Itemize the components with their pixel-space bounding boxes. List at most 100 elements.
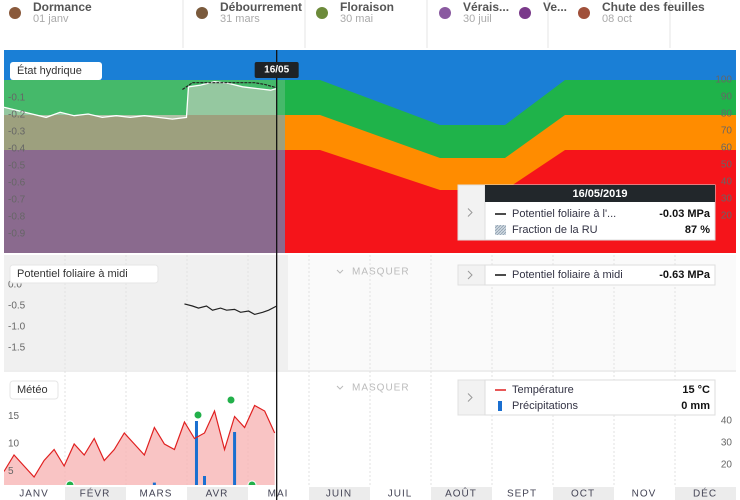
month-cell — [492, 487, 553, 500]
temp-area — [4, 405, 275, 485]
left-tick: -0.9 — [8, 229, 26, 240]
right-tick: 50 — [721, 160, 733, 171]
stage-date: 31 mars — [220, 13, 260, 25]
month-cell — [248, 487, 309, 500]
tooltip-label: Température — [512, 384, 574, 396]
tooltip-value: -0.03 MPa — [659, 208, 711, 220]
left-tick: -0.2 — [8, 110, 26, 121]
tooltip-box — [484, 264, 716, 286]
precip-bar — [233, 432, 237, 485]
leaf-tick: -1.0 — [8, 322, 26, 333]
tooltip-label: Fraction de la RU — [512, 224, 598, 236]
stage-name: Dormance — [33, 0, 92, 14]
precip-tick: 20 — [721, 460, 733, 471]
right-tick: 20 — [721, 211, 733, 222]
tooltip-label: Potentiel foliaire à midi — [512, 269, 623, 281]
potential-day-line — [182, 82, 277, 90]
panel-title: Météo — [17, 384, 48, 396]
chevron — [467, 208, 473, 217]
event-marker — [65, 480, 75, 485]
month-label: FÉVR — [80, 487, 111, 500]
month-label: MARS — [140, 489, 173, 500]
hide-button[interactable]: MASQUER — [352, 383, 410, 394]
month-label: JUIL — [388, 489, 413, 500]
hydric-overlay: -0.1 -0.2 -0.3 -0.4 -0.5 -0.6 -0.7 -0.8 -0.9 100 9… — [3, 62, 733, 241]
temp-line — [4, 404, 276, 478]
leaf-tick: 0.0 — [8, 280, 22, 291]
tooltip-date: 16/05/2019 — [572, 188, 627, 200]
tooltip-value: -0.63 MPa — [659, 269, 711, 281]
month-label: JANV — [19, 489, 49, 500]
chevron — [467, 270, 473, 280]
tooltip-head — [485, 185, 715, 202]
past-olive — [4, 115, 285, 150]
stage-icon — [196, 7, 208, 19]
stage-icon — [316, 7, 328, 19]
tooltip-box — [484, 379, 716, 416]
leaf-line — [184, 303, 277, 316]
tooltip-value: 87 % — [685, 224, 710, 236]
leaf-tick: -0.5 — [8, 301, 26, 312]
tooltip-value: 0 mm — [681, 400, 710, 412]
left-tick: -0.4 — [8, 144, 26, 155]
month-label: AOÛT — [445, 487, 477, 500]
month-label: AVR — [206, 489, 229, 500]
month-label: OCT — [571, 489, 595, 500]
tooltip-label: Précipitations — [512, 400, 579, 412]
month-label: SEPT — [507, 489, 537, 500]
precip-bar — [203, 476, 206, 485]
right-tick: 30 — [721, 194, 733, 205]
stage-date: 08 oct — [602, 13, 632, 25]
hide-chevron — [336, 269, 344, 274]
tooltip-label: Potentiel foliaire à l'... — [512, 208, 616, 220]
leaf-panel: 0.0 -0.5 -1.0 -1.5 Potentiel foliaire à midi… — [4, 255, 736, 485]
stage-icon — [519, 7, 531, 19]
event-marker — [193, 410, 203, 420]
temp-tick: 10 — [8, 439, 20, 450]
panel-title-bg — [10, 62, 102, 80]
month-cell — [614, 487, 675, 500]
ru-line — [3, 81, 277, 120]
hide-chevron — [336, 385, 344, 390]
stage-date: 30 mai — [340, 13, 373, 25]
month-label: DÉC — [693, 487, 717, 500]
month-cell — [675, 487, 736, 500]
right-tick: 90 — [721, 92, 733, 103]
month-cell — [4, 487, 65, 500]
month-cell — [126, 487, 187, 500]
month-label: JUIN — [326, 489, 352, 500]
panel-title-bg — [9, 380, 59, 400]
legend-bar — [498, 401, 502, 411]
ru-area — [4, 81, 277, 120]
stage-name: Chute des feuilles — [602, 0, 705, 14]
meteo-plot — [4, 395, 276, 485]
event-marker — [247, 480, 257, 485]
stage-icon — [578, 7, 590, 19]
stage-name: Floraison — [340, 0, 394, 14]
precip-bar — [152, 482, 156, 485]
right-tick: 70 — [721, 126, 733, 137]
month-cell — [431, 487, 492, 500]
month-label: MAI — [268, 489, 289, 500]
month-cell — [370, 487, 431, 500]
stage-name: Ve... — [543, 0, 567, 14]
stage-name: Débourrement — [220, 0, 302, 14]
legend-hatch — [495, 225, 506, 235]
cursor-label: 16/05 — [264, 65, 289, 76]
hide-button[interactable]: MASQUER — [352, 267, 410, 278]
left-tick: -0.5 — [8, 161, 26, 172]
left-tick: -0.3 — [8, 127, 26, 138]
stage-date: 30 juil — [463, 13, 492, 25]
month-cell — [187, 487, 248, 500]
hydric-panel — [4, 50, 736, 253]
meteo-panel: 15 10 5 40 30 20 Météo MASQUER Température 15 °C P… — [4, 370, 736, 485]
left-tick: -0.1 — [8, 93, 26, 104]
panel-title: Potentiel foliaire à midi — [17, 268, 128, 280]
month-cell — [309, 487, 370, 500]
stage-date: 01 janv — [33, 13, 69, 25]
month-cell — [553, 487, 614, 500]
chevron — [467, 393, 473, 402]
precip-tick: 40 — [721, 416, 733, 427]
stage-icon — [9, 7, 21, 19]
